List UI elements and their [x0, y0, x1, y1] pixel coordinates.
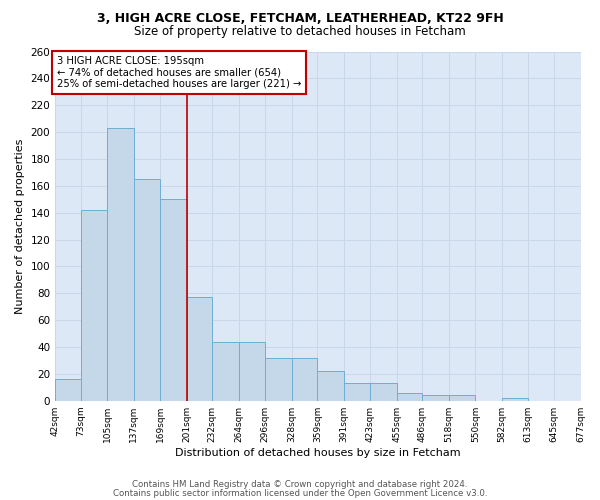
Text: Size of property relative to detached houses in Fetcham: Size of property relative to detached ho… — [134, 25, 466, 38]
Text: 3 HIGH ACRE CLOSE: 195sqm
← 74% of detached houses are smaller (654)
25% of semi: 3 HIGH ACRE CLOSE: 195sqm ← 74% of detac… — [57, 56, 301, 88]
Bar — [160, 199, 187, 400]
Bar — [55, 379, 81, 400]
X-axis label: Distribution of detached houses by size in Fetcham: Distribution of detached houses by size … — [175, 448, 461, 458]
Bar — [187, 298, 212, 401]
Y-axis label: Number of detached properties: Number of detached properties — [15, 138, 25, 314]
Bar — [422, 396, 449, 400]
Bar — [370, 383, 397, 400]
Bar — [81, 210, 107, 400]
Bar — [449, 396, 475, 400]
Bar — [265, 358, 292, 401]
Text: Contains HM Land Registry data © Crown copyright and database right 2024.: Contains HM Land Registry data © Crown c… — [132, 480, 468, 489]
Bar — [239, 342, 265, 400]
Text: Contains public sector information licensed under the Open Government Licence v3: Contains public sector information licen… — [113, 488, 487, 498]
Bar — [317, 371, 344, 400]
Bar — [212, 342, 239, 400]
Bar — [581, 398, 600, 400]
Bar — [397, 392, 422, 400]
Bar — [292, 358, 317, 401]
Text: 3, HIGH ACRE CLOSE, FETCHAM, LEATHERHEAD, KT22 9FH: 3, HIGH ACRE CLOSE, FETCHAM, LEATHERHEAD… — [97, 12, 503, 26]
Bar — [344, 383, 370, 400]
Bar — [134, 179, 160, 400]
Bar — [502, 398, 527, 400]
Bar — [107, 128, 134, 400]
